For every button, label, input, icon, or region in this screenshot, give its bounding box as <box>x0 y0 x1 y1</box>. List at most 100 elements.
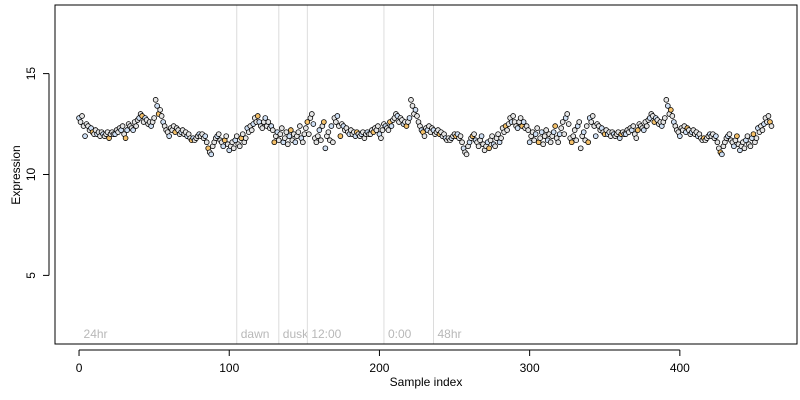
data-point <box>759 127 766 133</box>
data-point <box>665 103 671 109</box>
data-point <box>152 97 159 103</box>
data-point <box>532 131 539 137</box>
y-tick-label: 10 <box>24 168 38 182</box>
data-point <box>741 145 748 152</box>
data-point <box>540 141 546 148</box>
data-point <box>747 143 754 150</box>
data-point <box>677 133 683 139</box>
data-point <box>166 133 172 139</box>
data-point <box>550 129 557 135</box>
data-point <box>662 115 668 121</box>
data-point <box>269 127 276 133</box>
data-point <box>322 145 329 152</box>
y-tick-label: 5 <box>24 272 38 279</box>
data-point <box>457 133 464 139</box>
data-point <box>580 129 587 135</box>
data-point <box>277 131 284 137</box>
data-point <box>633 135 640 141</box>
data-point <box>215 131 222 137</box>
data-point <box>254 113 261 119</box>
data-point <box>375 123 381 129</box>
data-point <box>203 139 210 146</box>
data-point <box>315 133 321 139</box>
data-point <box>577 145 584 152</box>
data-point <box>130 127 136 133</box>
data-point <box>640 127 647 133</box>
data-point <box>768 123 775 129</box>
data-point <box>265 119 272 125</box>
data-point <box>514 125 521 131</box>
data-point <box>321 119 327 125</box>
data-point <box>592 133 599 139</box>
vline-label: dawn <box>241 327 270 341</box>
data-point <box>561 131 567 137</box>
data-point <box>573 137 580 143</box>
data-point <box>565 121 572 127</box>
data-point <box>282 135 288 141</box>
data-point <box>568 139 575 146</box>
y-tick-label: 15 <box>24 67 38 81</box>
data-point <box>559 119 566 125</box>
data-point <box>412 107 419 113</box>
data-point <box>570 133 576 139</box>
data-point <box>334 113 341 119</box>
data-point <box>328 123 335 129</box>
data-point <box>301 131 308 137</box>
x-tick-label: 400 <box>670 361 690 375</box>
data-point <box>303 125 309 131</box>
data-point <box>726 131 733 137</box>
data-point <box>719 151 725 158</box>
data-point <box>82 133 88 139</box>
data-point <box>318 137 324 143</box>
data-point <box>77 119 84 125</box>
data-point <box>333 119 339 125</box>
data-point <box>583 123 590 129</box>
data-point <box>285 141 291 148</box>
data-point <box>668 107 674 113</box>
vline-label: 12:00 <box>311 327 341 341</box>
data-point <box>663 97 670 103</box>
data-point <box>414 113 420 119</box>
data-point <box>239 131 246 137</box>
data-points <box>76 97 775 158</box>
vline-label: 0:00 <box>388 327 412 341</box>
data-point <box>202 133 209 139</box>
data-point <box>119 123 126 129</box>
data-point <box>475 143 482 150</box>
data-point <box>122 135 129 141</box>
data-point <box>157 107 163 113</box>
data-point <box>223 133 230 139</box>
x-tick-label: 200 <box>369 361 389 375</box>
data-point <box>525 127 531 133</box>
data-point <box>463 151 470 158</box>
x-tick-label: 300 <box>520 361 540 375</box>
data-point <box>478 133 485 139</box>
data-point <box>495 131 501 137</box>
data-point <box>300 139 306 146</box>
data-point <box>588 119 595 125</box>
data-point <box>316 127 323 133</box>
data-point <box>271 139 278 146</box>
data-point <box>233 133 240 139</box>
data-point <box>409 103 416 109</box>
data-point <box>750 131 757 137</box>
data-point <box>486 145 492 152</box>
data-point <box>279 125 285 131</box>
data-point <box>589 113 596 119</box>
data-point <box>220 143 227 150</box>
data-point <box>286 133 293 139</box>
data-point <box>576 119 583 125</box>
data-point <box>571 127 578 133</box>
data-point <box>262 115 269 121</box>
data-point <box>379 127 386 133</box>
data-point <box>309 111 315 117</box>
data-point <box>713 133 719 139</box>
data-point <box>388 123 395 129</box>
data-point <box>537 135 543 141</box>
data-point <box>630 123 637 129</box>
data-point <box>489 133 495 139</box>
data-point <box>731 143 737 150</box>
data-point <box>292 139 299 146</box>
data-point <box>421 133 428 139</box>
data-point <box>408 97 414 103</box>
